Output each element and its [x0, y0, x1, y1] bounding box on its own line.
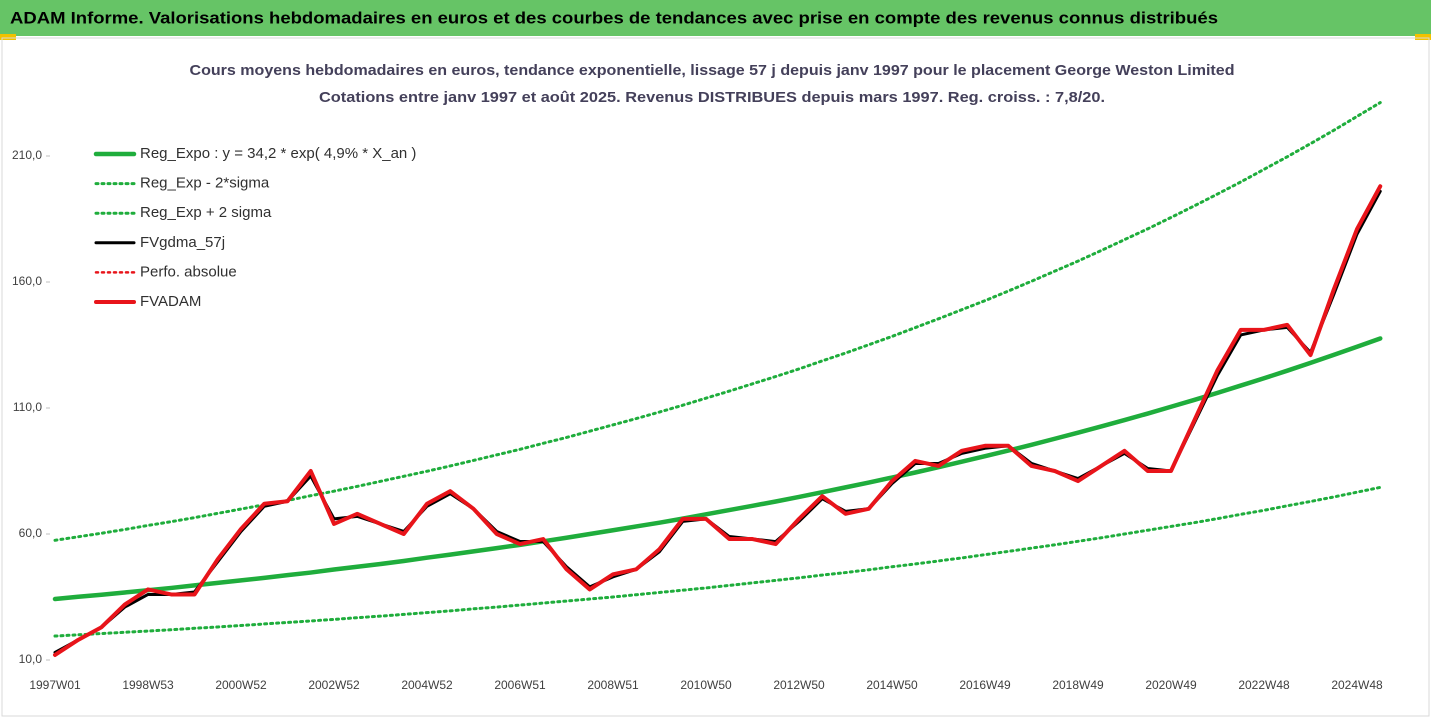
x-tick-label: 2012W50 [773, 678, 825, 692]
y-tick-label: 10,0 [19, 652, 43, 666]
x-tick-label: 2000W52 [215, 678, 267, 692]
header-bar [0, 0, 1431, 36]
x-tick-label: 2016W49 [959, 678, 1011, 692]
x-tick-label: 2010W50 [680, 678, 732, 692]
y-tick-label: 110,0 [13, 400, 42, 414]
corner-accent [1415, 34, 1431, 40]
x-tick-label: 2004W52 [401, 678, 453, 692]
legend-label: FVADAM [140, 293, 201, 310]
x-tick-label: 1998W53 [122, 678, 174, 692]
x-tick-label: 2002W52 [308, 678, 360, 692]
series-line [53, 184, 1383, 657]
chart-frame [1, 37, 1430, 717]
x-tick-label: 2020W49 [1145, 678, 1197, 692]
x-tick-label: 2006W51 [494, 678, 546, 692]
y-tick-label: 60,0 [19, 526, 43, 540]
x-tick-label: 2022W48 [1238, 678, 1290, 692]
corner-accent [0, 34, 16, 40]
series-line [52, 336, 1383, 602]
x-tick-label: 2014W50 [866, 678, 918, 692]
legend-label: Reg_Expo : y = 34,2 * exp( 4,9% * X_an ) [140, 145, 416, 162]
x-tick-label: 1997W01 [29, 678, 81, 692]
legend-label: Reg_Exp + 2 sigma [140, 204, 272, 221]
x-tick-label: 2008W51 [587, 678, 639, 692]
chart-subtitle: Cotations entre janv 1997 et août 2025. … [319, 89, 1105, 106]
legend-label: Perfo. absolue [140, 263, 237, 280]
y-tick-label: 210,0 [12, 148, 42, 162]
y-tick-label: 160,0 [12, 274, 42, 288]
series-line [53, 485, 1382, 638]
legend-label: Reg_Exp - 2*sigma [140, 175, 270, 192]
x-tick-label: 2024W48 [1331, 678, 1383, 692]
chart-title: Cours moyens hebdomadaires en euros, ten… [190, 62, 1235, 79]
x-tick-label: 2018W49 [1052, 678, 1104, 692]
header-title: ADAM Informe. Valorisations hebdomadaire… [10, 8, 1218, 27]
plot-area: 10,0 60,0 110,0 160,0 210,0 1997W01 1998W53 200… [12, 101, 1383, 692]
legend-label: FVgdma_57j [140, 234, 225, 251]
